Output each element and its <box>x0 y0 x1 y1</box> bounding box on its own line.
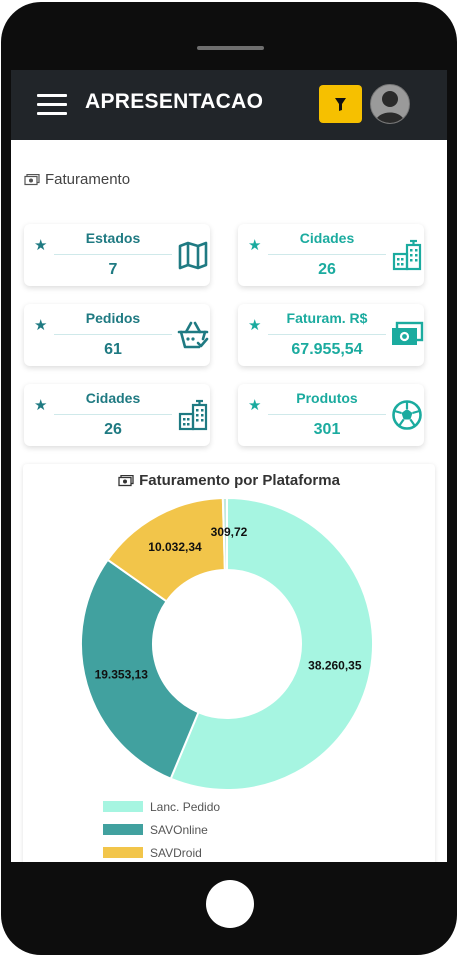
star-icon: ★ <box>248 237 262 254</box>
card-value: 26 <box>318 261 336 278</box>
legend-swatch[interactable] <box>103 801 143 812</box>
chart-title: Faturamento por Plataforma <box>23 472 435 489</box>
filter-button[interactable] <box>319 85 362 123</box>
map-icon <box>178 241 208 270</box>
card-label: Estados <box>85 230 141 246</box>
money-bill-icon <box>118 475 134 487</box>
slice-value-label: 309,72 <box>211 525 248 539</box>
card-divider <box>54 334 172 335</box>
slice-value-label: 38.260,35 <box>308 659 362 673</box>
card-value: 26 <box>104 421 122 438</box>
money-bill-icon <box>24 173 40 185</box>
card-faturamento[interactable]: ★ Faturam. R$ 67.955,54 <box>238 304 424 366</box>
buildings-icon <box>178 399 208 431</box>
card-label: Cidades <box>85 390 141 406</box>
phone-speaker <box>197 46 264 50</box>
card-produtos[interactable]: ★ Produtos 301 <box>238 384 424 446</box>
user-icon <box>375 91 405 123</box>
card-label: Cidades <box>299 230 355 246</box>
shopping-basket-icon <box>177 321 209 349</box>
home-button[interactable] <box>206 880 254 928</box>
slice-value-label: 10.032,34 <box>148 540 202 554</box>
card-divider <box>268 414 386 415</box>
top-navbar: APRESENTACAO <box>11 70 447 140</box>
card-value: 61 <box>104 341 122 358</box>
card-value: 67.955,54 <box>291 341 363 358</box>
card-value: 7 <box>108 261 118 278</box>
legend-swatch[interactable] <box>103 847 143 858</box>
section-header: Faturamento <box>24 171 130 188</box>
app-screen: APRESENTACAO Faturamento <box>11 70 447 862</box>
hamburger-menu-icon[interactable] <box>37 94 67 116</box>
pie-slice[interactable] <box>169 496 374 791</box>
star-icon: ★ <box>34 237 48 254</box>
card-label: Pedidos <box>85 310 141 326</box>
chart-title-text: Faturamento por Plataforma <box>139 472 340 489</box>
slice-value-label: 19.353,13 <box>95 667 149 681</box>
section-title: Faturamento <box>45 171 131 188</box>
card-divider <box>54 254 172 255</box>
legend-swatch[interactable] <box>103 824 143 835</box>
donut-chart: 38.260,35 19.353,13 10.032,34 309,72 Lanc. P… <box>80 496 374 860</box>
star-icon: ★ <box>248 397 262 414</box>
card-divider <box>268 254 386 255</box>
legend-label[interactable]: SAVOnline <box>150 823 208 837</box>
chart-card: Faturamento por Plataforma 38.260,35 19.3… <box>23 464 435 862</box>
pie-slice[interactable] <box>80 558 200 781</box>
card-divider <box>268 334 386 335</box>
app-title: APRESENTACAO <box>85 90 264 113</box>
buildings-icon <box>392 239 422 271</box>
soccer-ball-icon <box>392 400 422 430</box>
card-value: 301 <box>313 421 341 438</box>
star-icon: ★ <box>34 397 48 414</box>
money-bill-icon <box>392 321 424 345</box>
card-label: Faturam. R$ <box>286 310 368 326</box>
star-icon: ★ <box>248 317 262 334</box>
card-pedidos[interactable]: ★ Pedidos 61 <box>24 304 210 366</box>
card-divider <box>54 414 172 415</box>
card-estados[interactable]: ★ Estados 7 <box>24 224 210 286</box>
pie-slice[interactable] <box>221 496 228 572</box>
card-cidades[interactable]: ★ Cidades 26 <box>238 224 424 286</box>
card-cidades-2[interactable]: ★ Cidades 26 <box>24 384 210 446</box>
star-icon: ★ <box>34 317 48 334</box>
filter-icon <box>335 98 346 111</box>
legend-label[interactable]: Lanc. Pedido <box>150 800 220 814</box>
card-label: Produtos <box>296 390 358 406</box>
user-avatar[interactable] <box>370 84 410 124</box>
legend-label[interactable]: SAVDroid <box>150 846 202 860</box>
